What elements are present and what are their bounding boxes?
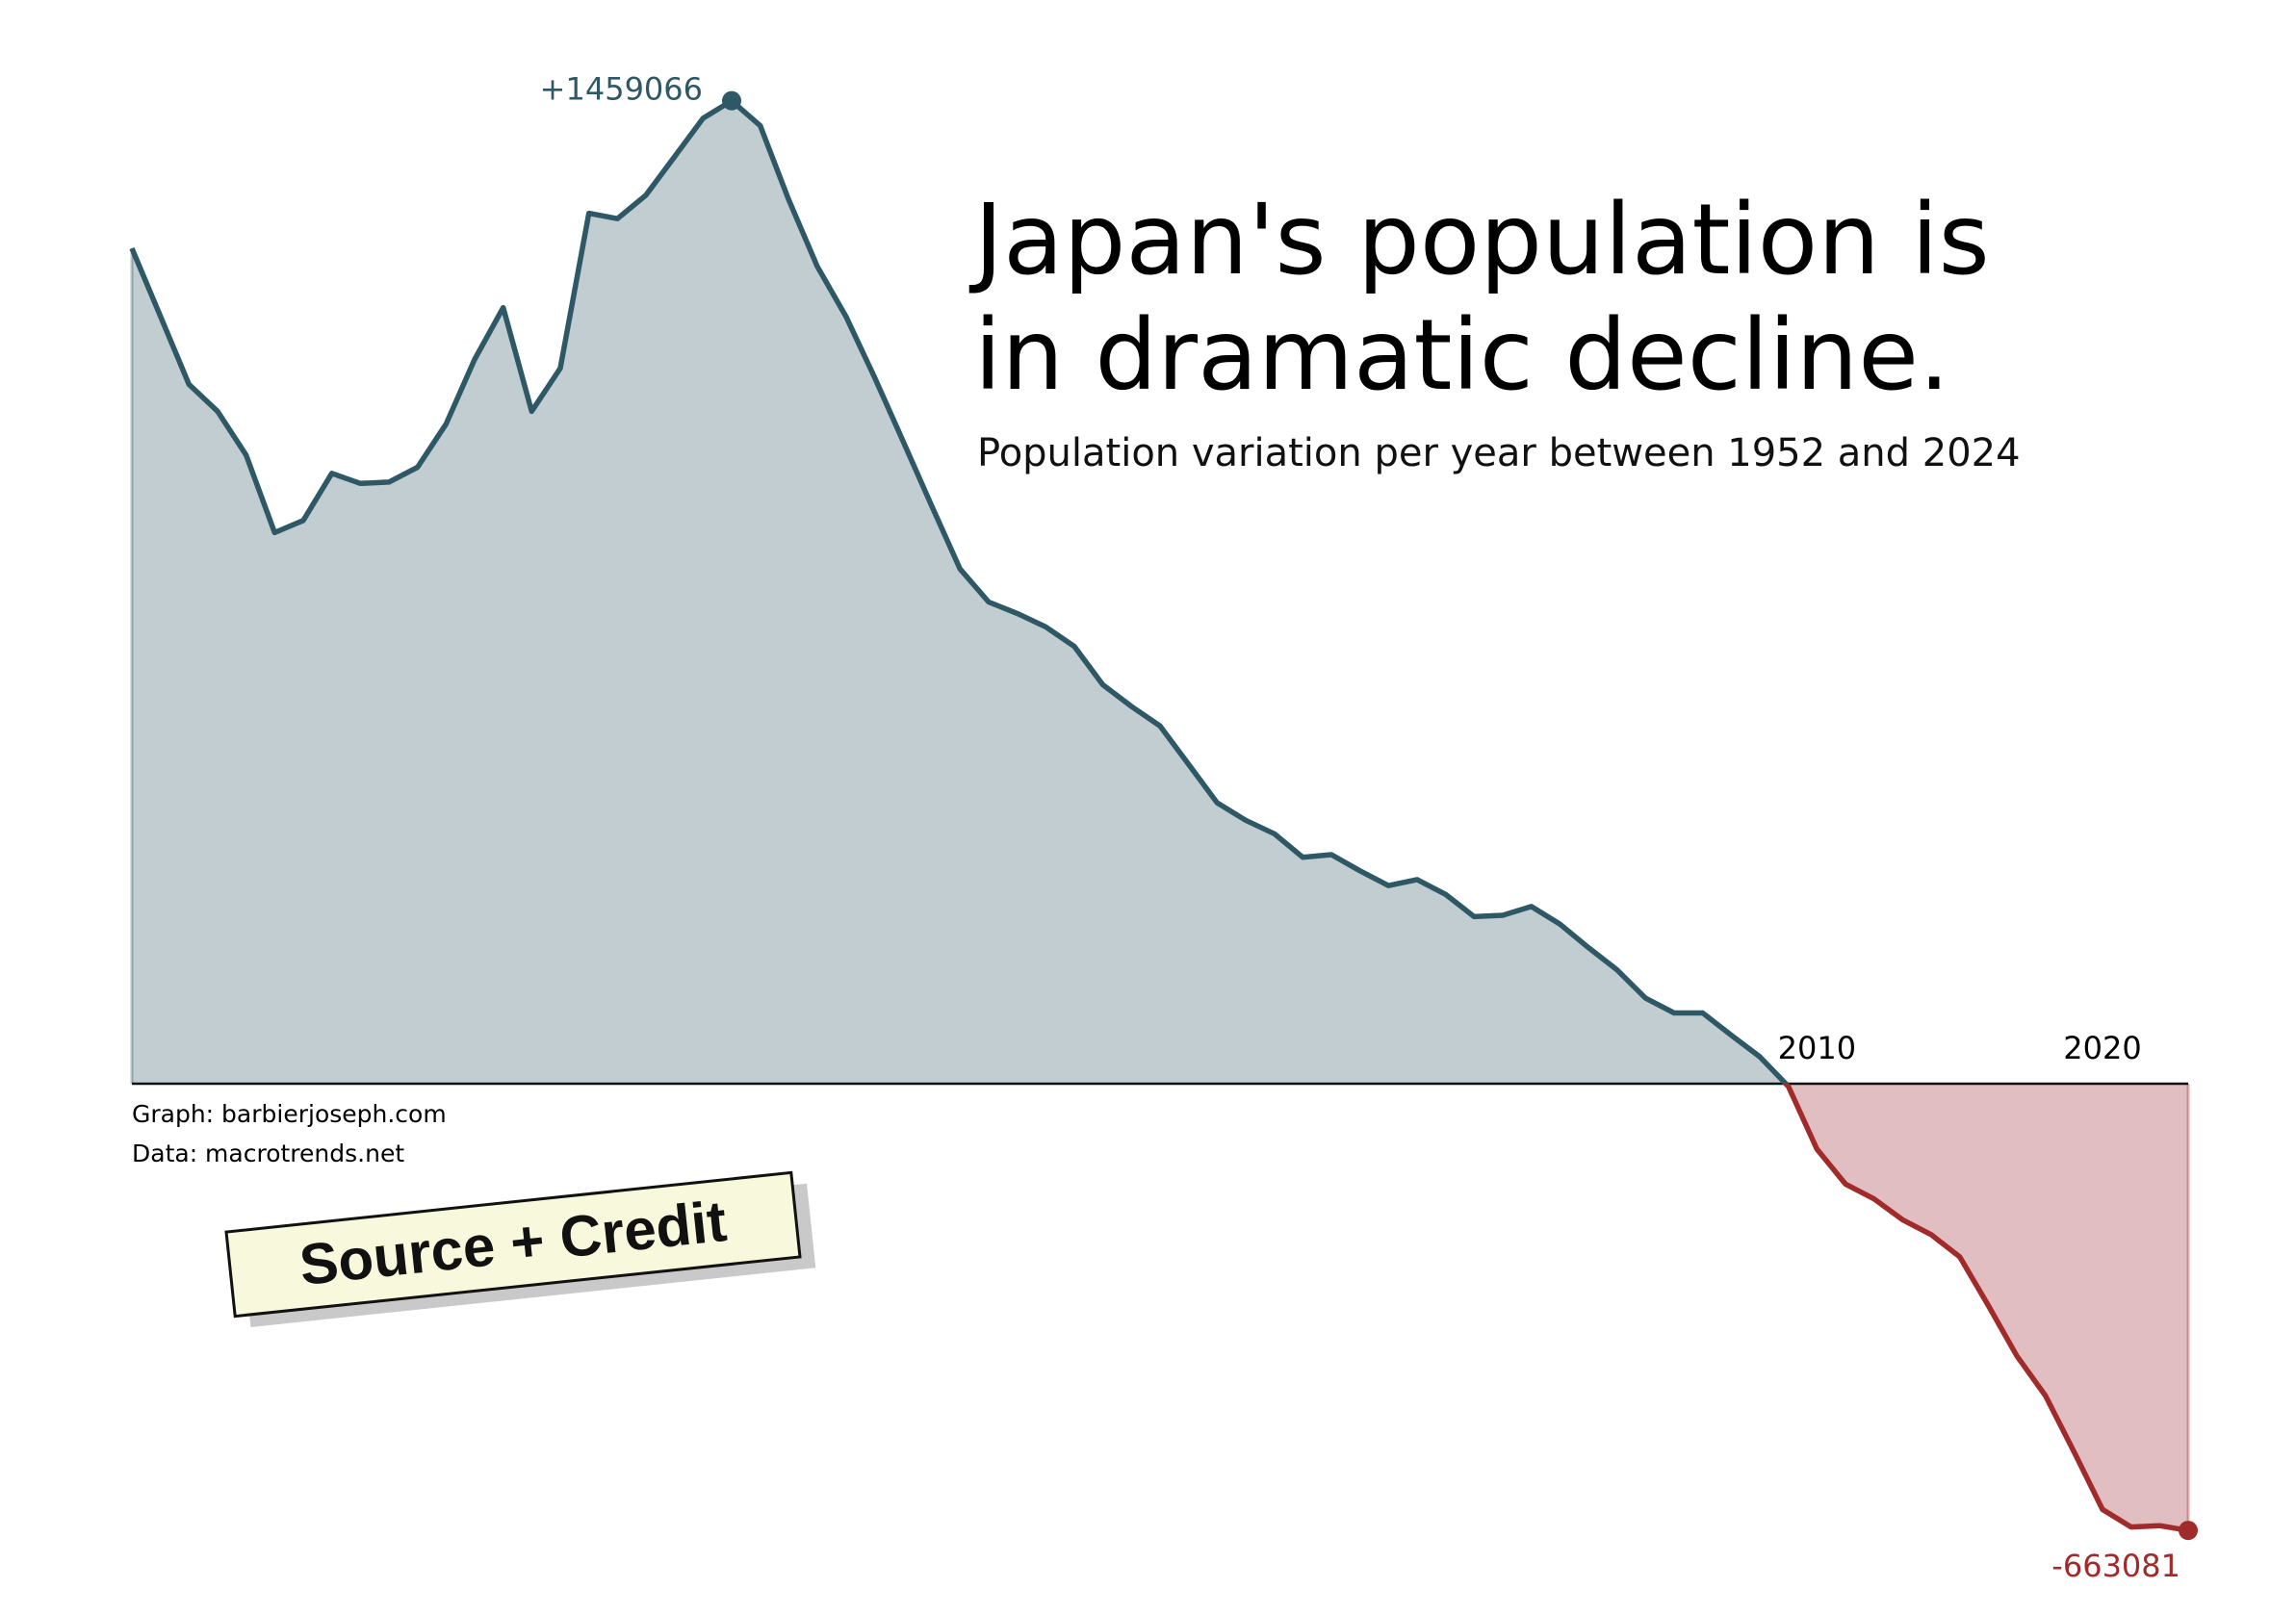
chart-title: Japan's population is bbox=[968, 183, 1990, 297]
x-tick-label: 2020 bbox=[2063, 1030, 2141, 1066]
x-tick-label: 2010 bbox=[1778, 1030, 1856, 1066]
credit: Graph: barbierjoseph.com bbox=[132, 1100, 447, 1128]
badge-box bbox=[224, 1170, 802, 1319]
credit: Data: macrotrends.net bbox=[132, 1140, 404, 1167]
min-marker bbox=[2179, 1521, 2198, 1541]
max-marker bbox=[722, 90, 741, 111]
line bbox=[129, 97, 2189, 1533]
max-label: +1459066 bbox=[540, 71, 703, 108]
chart-title: in dramatic decline. bbox=[974, 298, 1949, 413]
min-label: -663081 bbox=[2051, 1548, 2180, 1584]
badge: Source + Credit bbox=[224, 1170, 816, 1327]
chart-subtitle: Population variation per year between 19… bbox=[977, 431, 2021, 475]
area bbox=[132, 100, 2188, 1531]
